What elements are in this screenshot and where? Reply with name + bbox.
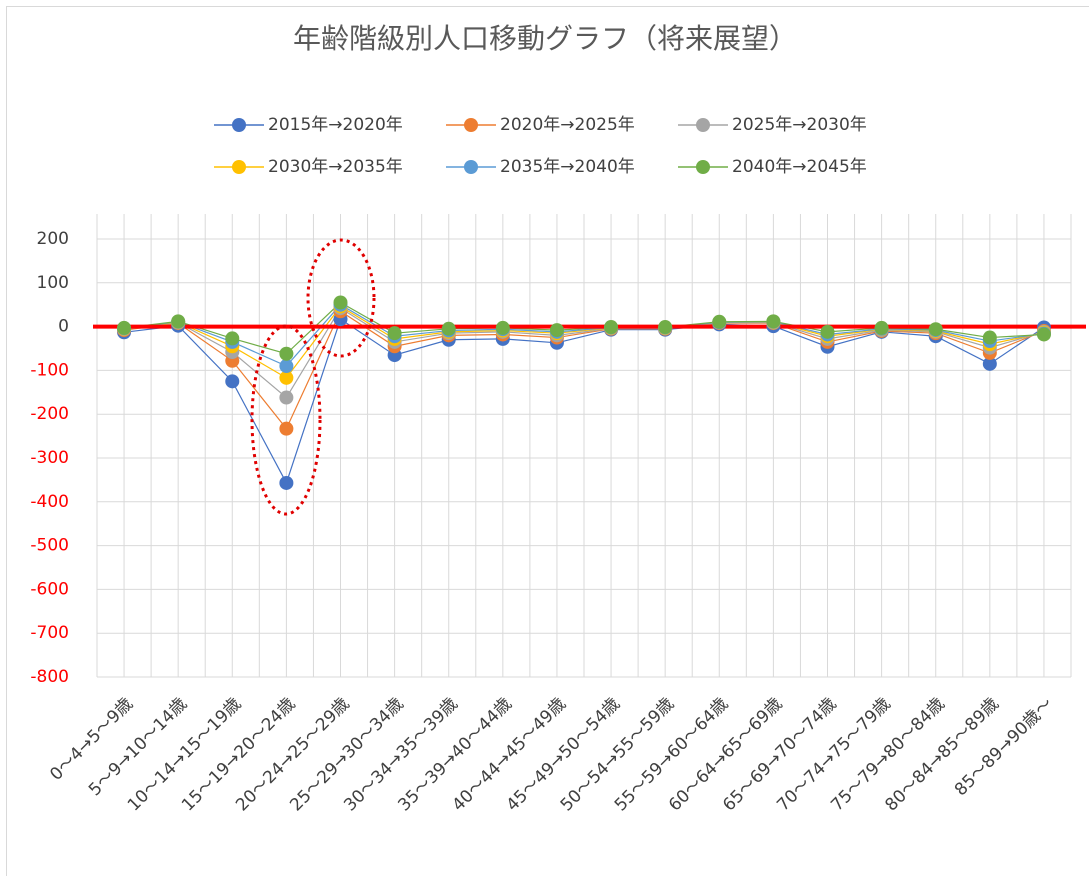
legend-marker — [464, 160, 478, 174]
y-tick-label: -300 — [30, 448, 69, 468]
y-tick-label: -500 — [30, 536, 69, 556]
point — [712, 314, 727, 329]
chart-border — [6, 6, 1089, 876]
legend-marker — [696, 118, 710, 132]
legend-marker — [232, 118, 246, 132]
point — [766, 314, 781, 329]
y-tick-label: -100 — [30, 360, 69, 380]
point — [171, 314, 186, 329]
legend-label: 2020年→2025年 — [500, 115, 635, 135]
point — [874, 320, 889, 335]
y-tick-label: -200 — [30, 404, 69, 424]
point — [658, 320, 673, 335]
point — [387, 326, 402, 341]
y-tick-label: -400 — [30, 492, 69, 512]
point — [982, 356, 997, 371]
y-tick-label: -700 — [30, 623, 69, 643]
point — [820, 324, 835, 339]
point — [982, 330, 997, 345]
point — [225, 374, 240, 389]
series-line — [123, 303, 1045, 367]
y-tick-label: 0 — [58, 317, 69, 337]
point — [279, 421, 294, 436]
y-tick-label: 200 — [37, 229, 69, 249]
point — [441, 321, 456, 336]
y-tick-label: 100 — [37, 273, 69, 293]
point — [928, 322, 943, 337]
series-line — [123, 310, 1045, 430]
y-tick-label: -800 — [30, 667, 69, 687]
point — [279, 370, 294, 385]
point — [333, 295, 348, 310]
chart-title: 年齢階級別人口移動グラフ（将来展望） — [293, 22, 797, 55]
legend-label: 2025年→2030年 — [732, 115, 867, 135]
point — [279, 390, 294, 405]
legend-marker — [696, 160, 710, 174]
point — [225, 331, 240, 346]
point — [279, 346, 294, 361]
legend-marker — [232, 160, 246, 174]
legend-label: 2040年→2045年 — [732, 157, 867, 177]
point — [279, 359, 294, 374]
point — [117, 320, 132, 335]
series-line — [123, 318, 1045, 485]
legend-label: 2030年→2035年 — [268, 157, 403, 177]
highlight-ellipse — [306, 238, 376, 358]
point — [1036, 327, 1051, 342]
highlight-ellipse — [250, 324, 322, 516]
legend-marker — [464, 118, 478, 132]
legend-label: 2035年→2040年 — [500, 157, 635, 177]
legend-label: 2015年→2020年 — [268, 115, 403, 135]
point — [549, 323, 564, 338]
y-tick-label: -600 — [30, 579, 69, 599]
series-line — [123, 307, 1045, 399]
point — [604, 320, 619, 335]
point — [495, 320, 510, 335]
point — [279, 475, 294, 490]
